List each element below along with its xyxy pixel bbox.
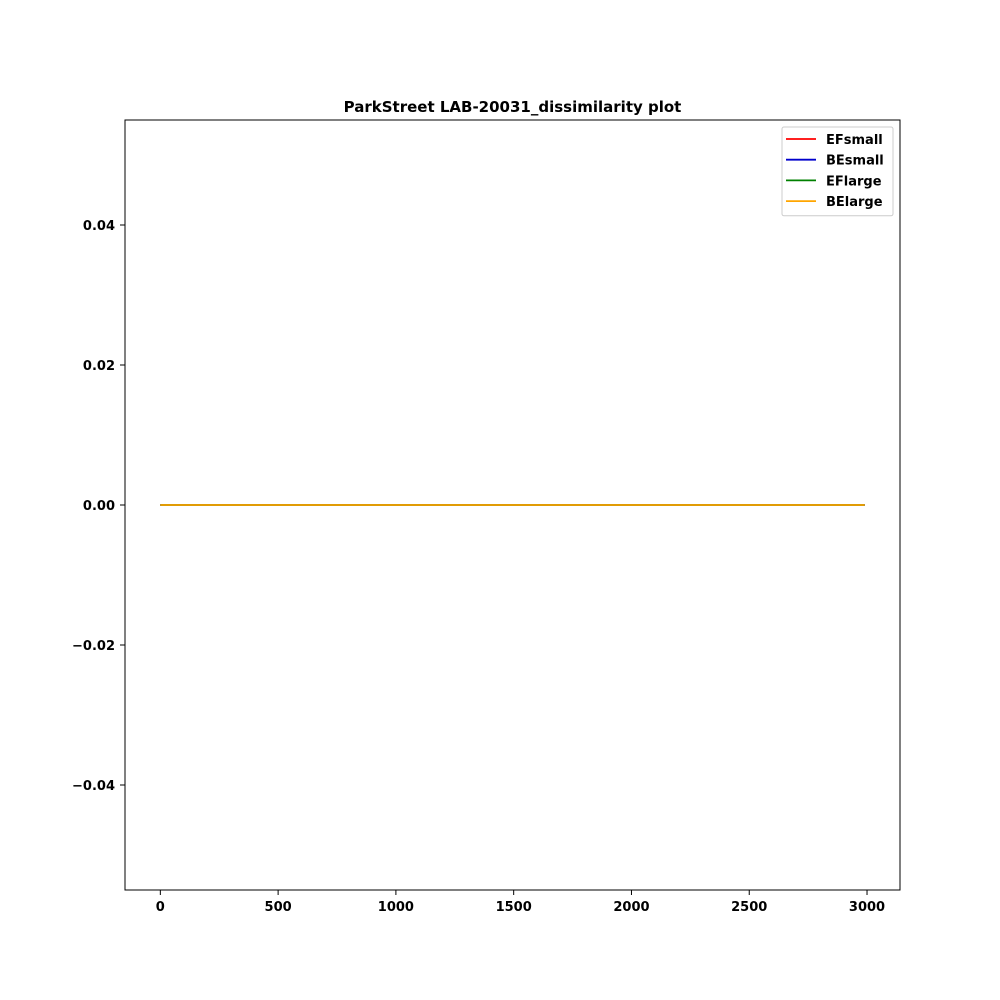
- x-tick-label: 0: [156, 900, 165, 915]
- x-tick-label: 2000: [613, 900, 649, 915]
- y-tick-label: 0.04: [83, 219, 115, 234]
- x-tick-label: 500: [265, 900, 292, 915]
- legend: EFsmall BEsmall EFlarge BElarge: [781, 126, 894, 217]
- y-axis: −0.04 −0.02 0.00 0.02 0.04: [72, 219, 125, 794]
- legend-label-besmall: BEsmall: [826, 154, 884, 169]
- y-tick-label: 0.00: [83, 499, 115, 514]
- chart-title: ParkStreet LAB-20031_dissimilarity plot: [344, 98, 682, 116]
- legend-box: [781, 126, 894, 217]
- legend-label-efsmall: EFsmall: [826, 133, 883, 148]
- x-tick-label: 2500: [731, 900, 767, 915]
- legend-label-eflarge: EFlarge: [826, 174, 882, 189]
- x-tick-label: 3000: [849, 900, 885, 915]
- legend-label-belarge: BElarge: [826, 195, 883, 210]
- y-tick-label: −0.02: [72, 639, 115, 654]
- y-tick-label: −0.04: [72, 779, 115, 794]
- x-tick-label: 1500: [496, 900, 532, 915]
- y-tick-label: 0.02: [83, 359, 115, 374]
- x-tick-label: 1000: [378, 900, 414, 915]
- x-axis: 0 500 1000 1500 2000 2500 3000: [156, 890, 885, 915]
